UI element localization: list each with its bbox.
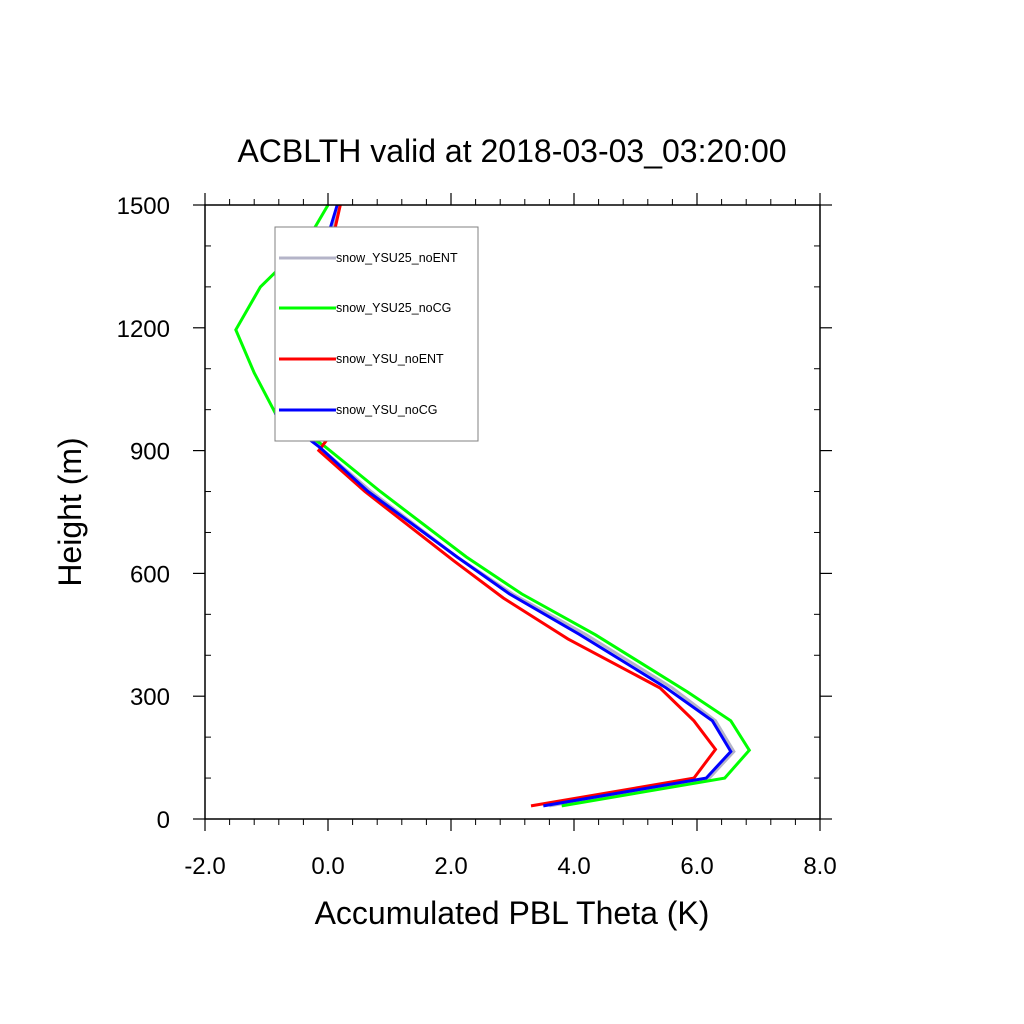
- plot-frame: [204, 204, 821, 820]
- y-axis-label: Height (m): [52, 437, 88, 586]
- x-tick-label: 4.0: [557, 853, 590, 880]
- legend-label-snow_YSU_noCG: snow_YSU_noCG: [336, 403, 437, 417]
- y-tick-label: 1200: [117, 316, 170, 343]
- y-tick-label: 600: [130, 561, 170, 588]
- x-tick-label: 6.0: [680, 853, 713, 880]
- legend-label-snow_YSU_noENT: snow_YSU_noENT: [336, 352, 444, 366]
- legend-label-snow_YSU25_noENT: snow_YSU25_noENT: [336, 251, 458, 265]
- x-tick-label: 2.0: [434, 853, 467, 880]
- x-axis-label: Accumulated PBL Theta (K): [315, 895, 710, 931]
- ticks-layer: -2.0 0.0 2.0 4.0 6.0 8.0 0 300 600 900 1200 1500: [117, 193, 837, 880]
- y-tick-label: 300: [130, 684, 170, 711]
- y-tick-label: 900: [130, 439, 170, 466]
- x-tick-label: 8.0: [803, 853, 836, 880]
- legend-box: [274, 226, 479, 442]
- legend-label-snow_YSU25_noCG: snow_YSU25_noCG: [336, 301, 451, 315]
- series-line-snow_YSU25_noCG: [234, 204, 752, 808]
- y-tick-label: 0: [157, 807, 170, 834]
- legend: snow_YSU25_noENT snow_YSU25_noCG snow_YSU_…: [274, 226, 479, 442]
- x-tick-label: 0.0: [311, 853, 344, 880]
- chart-title: ACBLTH valid at 2018-03-03_03:20:00: [237, 133, 786, 169]
- x-tick-label: -2.0: [184, 853, 225, 880]
- y-tick-label: 1500: [117, 193, 170, 220]
